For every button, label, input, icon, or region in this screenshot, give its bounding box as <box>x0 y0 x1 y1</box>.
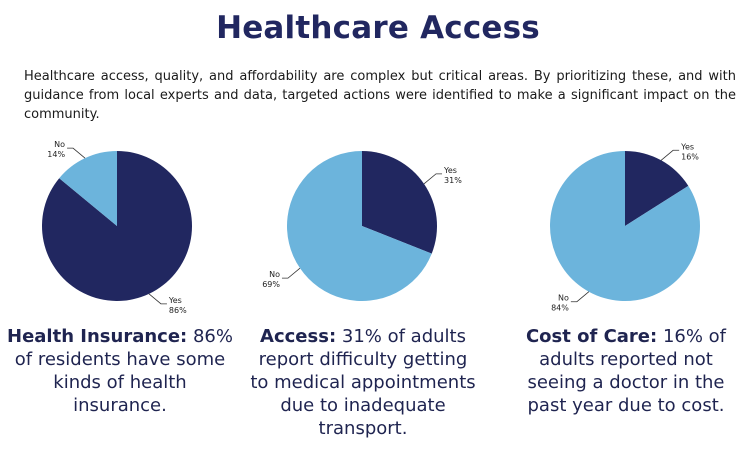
intro-paragraph: Healthcare access, quality, and affordab… <box>24 69 736 122</box>
caption-heading: Access: <box>260 326 337 347</box>
pie-slice-yes <box>362 151 438 254</box>
pie-slice-no <box>59 151 117 226</box>
slice-label: No <box>54 140 65 149</box>
slice-label: Yes <box>443 166 457 175</box>
slice-label: No <box>558 294 569 303</box>
slice-value-label: 69% <box>262 280 280 289</box>
slice-value-label: 14% <box>47 150 65 159</box>
leader-line <box>67 147 86 159</box>
caption-heading: Cost of Care: <box>525 326 658 347</box>
caption-access: Access: 31% of adults report difficulty … <box>247 325 479 440</box>
leader-line <box>281 267 301 279</box>
caption-text: 16% of adults reported not seeing a doct… <box>527 326 727 416</box>
slice-label: Yes <box>168 296 182 305</box>
slice-value-label: 31% <box>444 176 462 185</box>
slice-value-label: 16% <box>681 152 699 161</box>
pie-slice-yes <box>625 151 689 226</box>
slice-label: No <box>269 270 280 279</box>
pie-slice-no <box>287 151 432 301</box>
leader-line <box>570 291 590 303</box>
pie-slice-no <box>549 151 700 301</box>
slice-value-label: 84% <box>551 304 569 313</box>
leader-line <box>148 293 167 305</box>
caption-cost-of-care: Cost of Care: 16% of adults reported not… <box>510 325 742 417</box>
leader-line <box>660 149 680 161</box>
slice-label: Yes <box>680 142 694 151</box>
caption-health-insurance: Health Insurance: 86% of residents have … <box>4 325 236 417</box>
leader-line <box>423 173 443 185</box>
slice-value-label: 86% <box>169 306 187 315</box>
caption-text: 31% of adults report difficulty getting … <box>250 326 476 439</box>
page-title: Healthcare Access <box>216 10 540 46</box>
caption-heading: Health Insurance: <box>7 326 188 347</box>
caption-text: 86% of residents have some kinds of heal… <box>14 326 233 416</box>
